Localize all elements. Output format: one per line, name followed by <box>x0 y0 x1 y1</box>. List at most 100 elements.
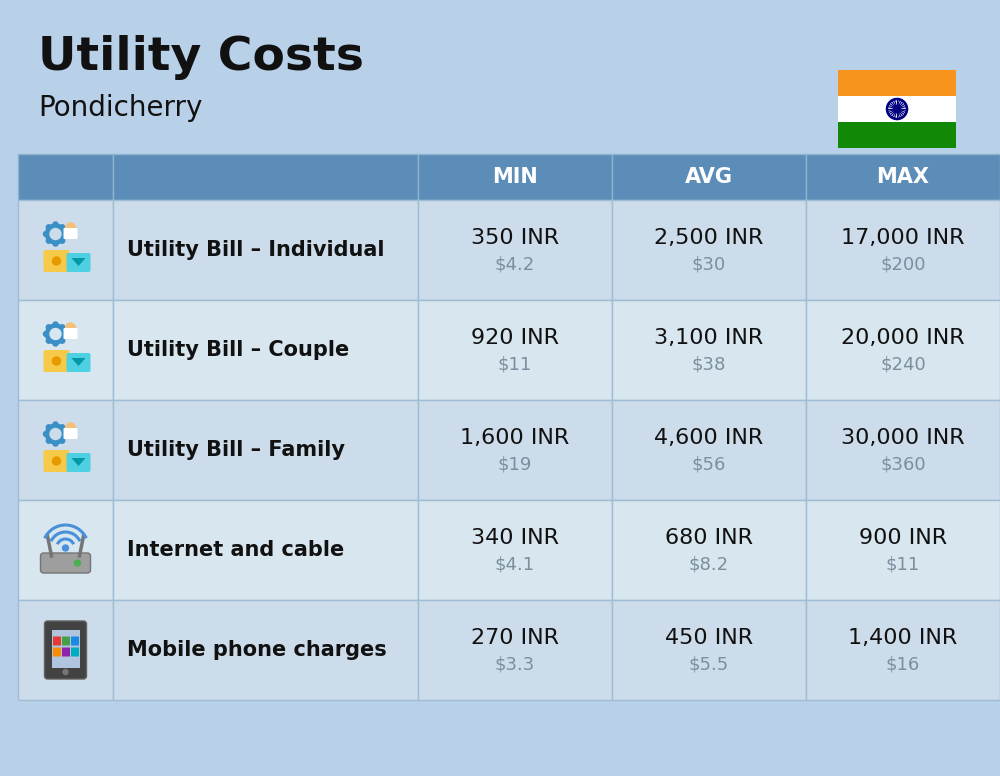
Circle shape <box>62 331 68 337</box>
Text: $16: $16 <box>886 655 920 673</box>
Circle shape <box>66 223 76 233</box>
Circle shape <box>52 457 60 465</box>
Text: Mobile phone charges: Mobile phone charges <box>127 640 387 660</box>
Circle shape <box>60 225 65 230</box>
Circle shape <box>63 670 68 674</box>
Circle shape <box>53 422 58 427</box>
Circle shape <box>50 228 61 240</box>
Text: 450 INR: 450 INR <box>665 628 753 648</box>
FancyBboxPatch shape <box>418 400 612 500</box>
Circle shape <box>50 428 61 439</box>
FancyBboxPatch shape <box>53 636 61 646</box>
FancyBboxPatch shape <box>806 400 1000 500</box>
FancyBboxPatch shape <box>806 154 1000 200</box>
Text: 680 INR: 680 INR <box>665 528 753 548</box>
FancyBboxPatch shape <box>113 154 418 200</box>
FancyBboxPatch shape <box>612 500 806 600</box>
FancyBboxPatch shape <box>113 300 418 400</box>
Circle shape <box>62 545 68 551</box>
Circle shape <box>62 231 68 237</box>
Polygon shape <box>72 458 86 466</box>
Circle shape <box>74 560 80 566</box>
Circle shape <box>46 438 51 443</box>
Circle shape <box>46 325 51 330</box>
FancyBboxPatch shape <box>418 200 612 300</box>
Text: 900 INR: 900 INR <box>859 528 947 548</box>
Text: $11: $11 <box>886 555 920 573</box>
Circle shape <box>46 238 51 243</box>
FancyBboxPatch shape <box>612 154 806 200</box>
Text: 3,100 INR: 3,100 INR <box>654 328 764 348</box>
Circle shape <box>52 357 60 365</box>
FancyBboxPatch shape <box>806 600 1000 700</box>
Text: $11: $11 <box>498 355 532 373</box>
FancyBboxPatch shape <box>44 250 70 272</box>
Text: 350 INR: 350 INR <box>471 228 559 248</box>
FancyBboxPatch shape <box>612 200 806 300</box>
FancyBboxPatch shape <box>838 122 956 148</box>
Text: 2,500 INR: 2,500 INR <box>654 228 764 248</box>
Circle shape <box>60 424 65 430</box>
Text: $4.2: $4.2 <box>495 255 535 273</box>
Text: 1,400 INR: 1,400 INR <box>848 628 958 648</box>
FancyBboxPatch shape <box>53 647 61 656</box>
Text: $360: $360 <box>880 455 926 473</box>
Text: $38: $38 <box>692 355 726 373</box>
Text: Utility Costs: Utility Costs <box>38 36 364 81</box>
FancyBboxPatch shape <box>52 630 80 668</box>
FancyBboxPatch shape <box>62 647 70 656</box>
Text: 20,000 INR: 20,000 INR <box>841 328 965 348</box>
FancyBboxPatch shape <box>806 300 1000 400</box>
Circle shape <box>62 431 68 436</box>
Circle shape <box>44 231 48 237</box>
Circle shape <box>52 257 60 265</box>
Circle shape <box>46 424 66 444</box>
FancyBboxPatch shape <box>113 600 418 700</box>
Text: MIN: MIN <box>492 167 538 187</box>
Circle shape <box>66 423 76 433</box>
FancyBboxPatch shape <box>838 96 956 122</box>
Circle shape <box>60 438 65 443</box>
Polygon shape <box>72 258 86 266</box>
FancyBboxPatch shape <box>71 636 79 646</box>
Circle shape <box>46 324 66 344</box>
Circle shape <box>894 106 900 113</box>
Circle shape <box>44 431 48 436</box>
Text: $30: $30 <box>692 255 726 273</box>
Text: $240: $240 <box>880 355 926 373</box>
Text: $3.3: $3.3 <box>495 655 535 673</box>
FancyBboxPatch shape <box>18 300 113 400</box>
Circle shape <box>53 241 58 246</box>
FancyBboxPatch shape <box>806 500 1000 600</box>
Text: 340 INR: 340 INR <box>471 528 559 548</box>
FancyBboxPatch shape <box>418 300 612 400</box>
Text: $4.1: $4.1 <box>495 555 535 573</box>
FancyBboxPatch shape <box>18 200 113 300</box>
Circle shape <box>53 441 58 446</box>
Circle shape <box>60 238 65 243</box>
Circle shape <box>60 325 65 330</box>
FancyBboxPatch shape <box>418 154 612 200</box>
Text: AVG: AVG <box>685 167 733 187</box>
FancyBboxPatch shape <box>113 200 418 300</box>
FancyBboxPatch shape <box>18 600 113 700</box>
Text: Utility Bill – Individual: Utility Bill – Individual <box>127 240 384 260</box>
FancyBboxPatch shape <box>44 621 87 679</box>
Polygon shape <box>72 358 86 366</box>
Circle shape <box>53 322 58 327</box>
Text: $56: $56 <box>692 455 726 473</box>
Circle shape <box>53 341 58 346</box>
FancyBboxPatch shape <box>113 500 418 600</box>
FancyBboxPatch shape <box>66 253 90 272</box>
Circle shape <box>44 331 48 337</box>
FancyBboxPatch shape <box>418 600 612 700</box>
Text: 1,600 INR: 1,600 INR <box>460 428 570 448</box>
FancyBboxPatch shape <box>612 600 806 700</box>
Circle shape <box>46 224 66 244</box>
FancyBboxPatch shape <box>64 228 78 239</box>
Text: $5.5: $5.5 <box>689 655 729 673</box>
Text: 4,600 INR: 4,600 INR <box>654 428 764 448</box>
FancyBboxPatch shape <box>18 400 113 500</box>
Circle shape <box>46 338 51 343</box>
FancyBboxPatch shape <box>64 428 78 439</box>
